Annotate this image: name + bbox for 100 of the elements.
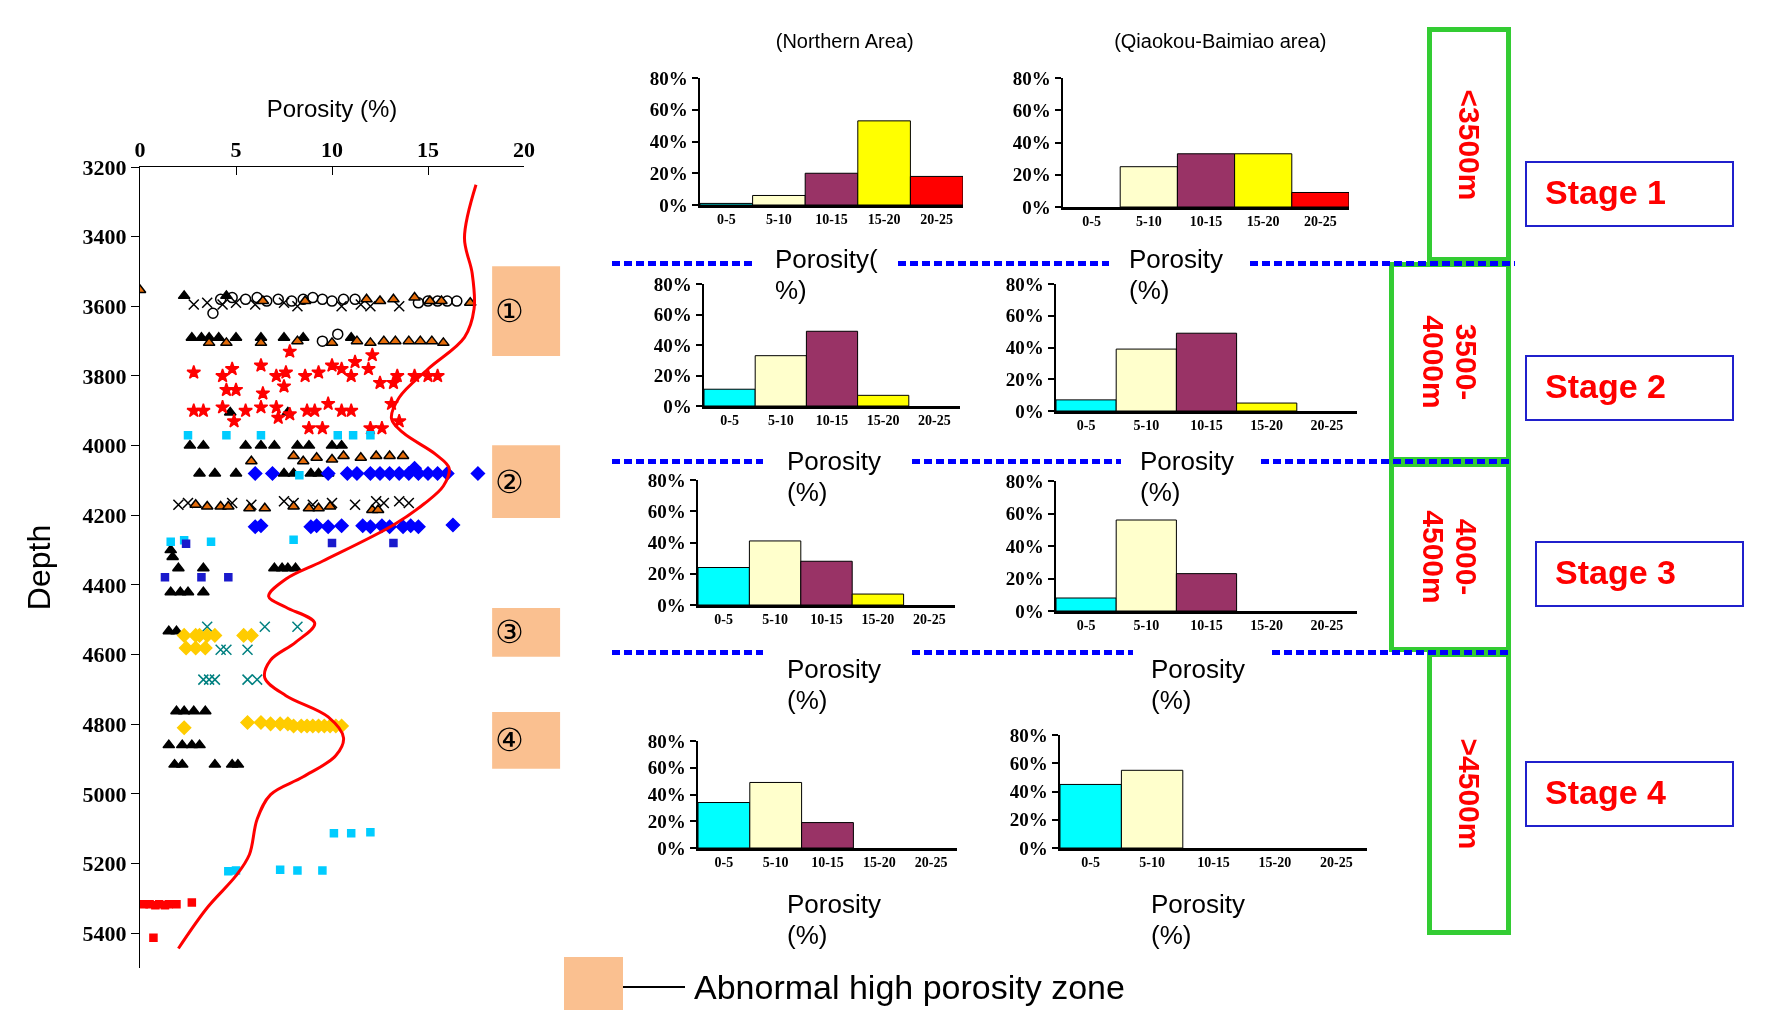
chart-title: (Qiaokou-Baimiao area): [1114, 30, 1327, 52]
x-tick-label: 10-15: [815, 413, 849, 429]
y-tick-label: 20%: [1005, 368, 1044, 390]
x-tick-label: 15-20: [866, 413, 900, 429]
y-tick-label: 60%: [647, 500, 686, 522]
x-tick-label: 10-15: [811, 855, 844, 871]
y-tick-label: 40%: [1012, 132, 1051, 154]
y-axis-title: Depth: [20, 524, 57, 611]
y-tick-label: 40%: [1009, 781, 1048, 803]
y-tick-label: 20%: [647, 563, 686, 585]
y-tick-label: 40%: [647, 784, 686, 806]
x-tick-label: 5: [230, 137, 242, 163]
y-tick-label: 0%: [657, 594, 686, 616]
x-tick-label: 20-25: [920, 212, 954, 228]
x-tick-label: 10: [321, 137, 343, 163]
y-tick-label: 80%: [653, 273, 692, 295]
x-axis-title: Porosity(%): [775, 244, 879, 307]
y-tick-label: 20%: [1009, 809, 1048, 831]
y-tick-label: 5400: [82, 920, 127, 946]
y-tick-label: 40%: [647, 532, 686, 554]
x-tick-label: 10-15: [810, 612, 843, 628]
y-tick-label: 0%: [1015, 400, 1044, 422]
y-tick-label: 0%: [663, 395, 692, 417]
y-tick-label: 0%: [1022, 196, 1051, 218]
y-tick-label: 0%: [657, 837, 686, 859]
x-tick-label: 10-15: [1189, 214, 1223, 230]
y-tick-label: 80%: [649, 67, 688, 89]
y-tick-label: 4200: [82, 502, 127, 528]
category-label: Stage 3: [1555, 553, 1676, 592]
y-tick-label: 4000: [82, 433, 127, 459]
y-tick-label: 20%: [653, 365, 692, 387]
y-tick-label: 3400: [82, 224, 127, 250]
y-tick-label: 20%: [1012, 164, 1051, 186]
x-axis-title: Porosity (%): [266, 95, 398, 123]
y-tick-label: 4400: [82, 572, 127, 598]
y-tick-label: 0%: [659, 194, 688, 216]
y-tick-label: 40%: [649, 131, 688, 153]
chart-title: (Northern Area): [775, 30, 914, 52]
y-tick-label: 80%: [1005, 470, 1044, 492]
x-axis-title: Porosity (%): [787, 889, 882, 952]
x-tick-label: 0-5: [1076, 418, 1096, 434]
x-tick-label: 5-10: [1139, 855, 1165, 871]
y-tick-label: 60%: [1005, 305, 1044, 327]
x-tick-label: 5-10: [766, 212, 792, 228]
y-tick-label: 60%: [653, 304, 692, 326]
x-tick-label: 10-15: [1197, 855, 1230, 871]
y-tick-label: 80%: [1012, 67, 1051, 89]
x-axis-title: Porosity (%): [1140, 446, 1235, 509]
x-tick-label: 5-10: [762, 855, 789, 871]
x-tick-label: 0-5: [1076, 618, 1096, 634]
x-tick-label: 10-15: [1190, 618, 1223, 634]
y-tick-label: 40%: [1005, 535, 1044, 557]
y-tick-label: 60%: [1009, 752, 1048, 774]
x-tick-label: 0-5: [716, 212, 736, 228]
y-tick-label: 40%: [1005, 337, 1044, 359]
band-label: ②: [495, 463, 524, 501]
text: Abnormal high porosity zone: [694, 968, 1125, 1007]
x-tick-label: 15-20: [1250, 418, 1284, 434]
y-tick-label: 20%: [647, 810, 686, 832]
band-label: ①: [495, 292, 524, 330]
x-tick-label: 20-25: [918, 413, 951, 429]
x-axis-title: Porosity (%): [1129, 244, 1224, 307]
x-tick-label: 20: [513, 137, 535, 163]
x-tick-label: 0-5: [1081, 855, 1101, 871]
y-tick-label: 3600: [82, 294, 127, 319]
y-tick-label: 5200: [82, 851, 127, 877]
x-tick-label: 10-15: [1190, 418, 1223, 434]
y-tick-label: 0%: [1015, 600, 1044, 622]
y-tick-label: 4600: [82, 642, 127, 668]
x-tick-label: 15-20: [861, 612, 895, 628]
y-tick-label: 20%: [1005, 568, 1044, 590]
x-tick-label: 10-15: [815, 212, 848, 228]
y-tick-label: 60%: [647, 757, 686, 779]
y-tick-label: 4800: [82, 711, 127, 737]
category-label: Stage 1: [1545, 173, 1666, 212]
y-tick-label: 3200: [82, 154, 127, 180]
y-tick-label: 60%: [1005, 503, 1044, 525]
text: <3500m: [1452, 88, 1486, 202]
x-axis-title: Porosity (%): [787, 446, 882, 509]
x-tick-label: 0-5: [714, 855, 734, 871]
x-tick-label: 0-5: [1082, 214, 1101, 230]
x-tick-label: 20-25: [1310, 418, 1344, 434]
x-tick-label: 15: [417, 137, 439, 163]
band-label: ③: [495, 613, 524, 651]
x-tick-label: 20-25: [1310, 618, 1344, 634]
x-tick-label: 5-10: [762, 612, 788, 628]
text: 4000-4500m: [1417, 509, 1483, 606]
x-axis-title: Porosity (%): [1151, 889, 1246, 952]
x-tick-label: 20-25: [912, 612, 946, 628]
y-tick-label: 60%: [1012, 99, 1051, 121]
text: 3500-4000m: [1417, 314, 1483, 411]
x-tick-label: 15-20: [867, 212, 901, 228]
y-tick-label: 80%: [647, 730, 686, 752]
y-tick-label: 3800: [82, 363, 127, 389]
x-tick-label: 15-20: [1258, 855, 1292, 871]
x-axis-title: Porosity (%): [787, 654, 882, 717]
y-tick-label: 5000: [82, 781, 127, 807]
y-tick-label: 80%: [1009, 724, 1048, 746]
x-tick-label: 20-25: [1319, 855, 1353, 871]
band-label: ④: [495, 721, 524, 759]
